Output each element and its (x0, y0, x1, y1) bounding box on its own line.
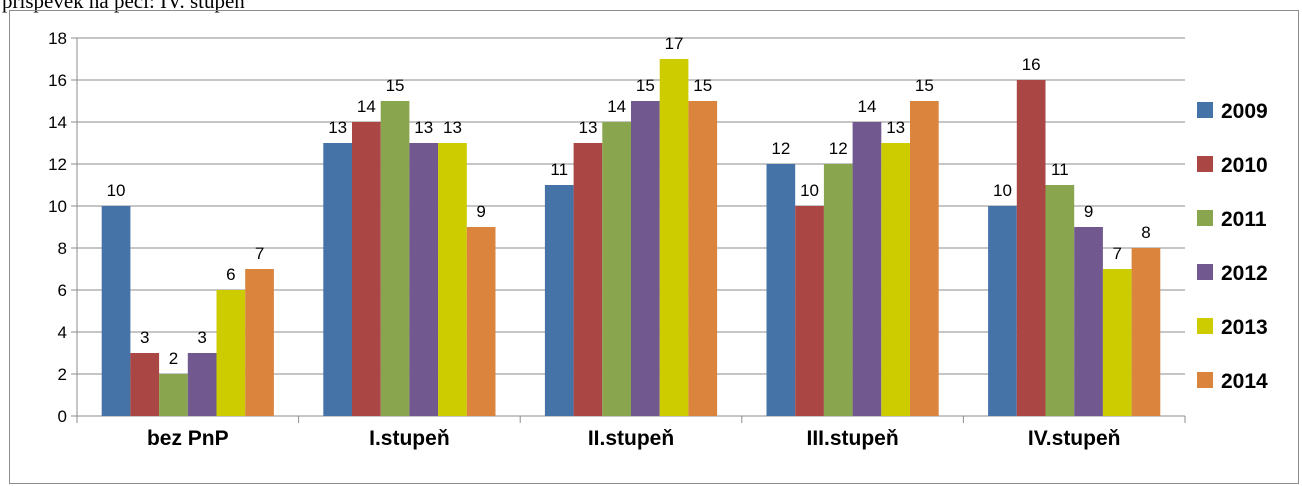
bar (323, 143, 352, 416)
caption-text: příspěvek na péči: IV. stupeň (2, 0, 245, 13)
legend-label: 2009 (1221, 100, 1268, 123)
data-label: 13 (578, 118, 597, 137)
data-label: 15 (636, 76, 655, 95)
bar (245, 269, 274, 416)
bar (1045, 185, 1075, 416)
bar (438, 143, 467, 416)
bar (544, 185, 574, 416)
data-label: 2 (169, 349, 178, 368)
x-category-label: IV.stupeň (1028, 427, 1121, 450)
bar (631, 101, 660, 416)
data-label: 12 (771, 139, 790, 158)
bar (101, 206, 131, 416)
data-label: 9 (1084, 202, 1093, 221)
bar (409, 143, 439, 416)
legend-swatch (1197, 264, 1213, 280)
data-label: 17 (665, 34, 684, 53)
data-label: 7 (1113, 244, 1122, 263)
data-label: 16 (1022, 55, 1041, 74)
legend-swatch (1197, 372, 1213, 388)
legend-swatch (1197, 210, 1213, 226)
data-label: 3 (197, 328, 206, 347)
legend: 2009 2010 2011 2012 2013 2014 (1197, 100, 1268, 393)
bar (380, 101, 410, 416)
data-label: 15 (386, 76, 405, 95)
data-label: 13 (328, 118, 347, 137)
data-label: 3 (140, 328, 149, 347)
data-label: 13 (886, 118, 905, 137)
bar (795, 206, 824, 416)
x-category-label: bez PnP (147, 427, 229, 450)
data-label: 8 (1141, 223, 1150, 242)
x-category-label: I.stupeň (369, 427, 450, 450)
data-label: 10 (107, 181, 126, 200)
bar (766, 164, 796, 416)
chart-frame (9, 10, 1299, 484)
bar (852, 122, 882, 416)
y-tick-label: 4 (58, 323, 67, 342)
data-label: 14 (857, 97, 876, 116)
data-label: 10 (993, 181, 1012, 200)
bar (130, 353, 160, 416)
y-tick-label: 2 (58, 365, 67, 384)
data-label: 14 (607, 97, 626, 116)
y-tick-label: 0 (58, 407, 67, 426)
y-tick-label: 12 (48, 155, 67, 174)
bar (216, 290, 246, 416)
data-label: 6 (226, 265, 235, 284)
bar (573, 143, 603, 416)
bar (659, 59, 689, 416)
legend-label: 2011 (1221, 208, 1267, 231)
legend-label: 2013 (1221, 316, 1268, 339)
x-category-label: III.stupeň (807, 427, 899, 450)
legend-swatch (1197, 318, 1213, 334)
data-label: 13 (414, 118, 433, 137)
legend-label: 2014 (1221, 370, 1268, 393)
bar (1074, 227, 1103, 416)
data-label: 11 (550, 160, 568, 179)
y-tick-label: 8 (58, 239, 67, 258)
y-tick-label: 14 (48, 113, 67, 132)
bar (988, 206, 1017, 416)
bar (187, 353, 217, 416)
legend-label: 2010 (1221, 154, 1268, 177)
data-label: 14 (357, 97, 376, 116)
data-label: 12 (829, 139, 848, 158)
legend-swatch (1197, 102, 1213, 118)
y-tick-label: 10 (48, 197, 67, 216)
bar (1131, 248, 1161, 416)
data-label: 15 (915, 76, 934, 95)
data-label: 7 (255, 244, 264, 263)
y-tick-label: 6 (58, 281, 67, 300)
x-category-label: II.stupeň (588, 427, 674, 450)
data-label: 13 (443, 118, 462, 137)
data-label: 11 (1051, 160, 1069, 179)
y-tick-label: 18 (48, 29, 67, 48)
bars (101, 59, 1161, 416)
data-label: 15 (693, 76, 712, 95)
y-tick-label: 16 (48, 71, 67, 90)
data-label: 9 (476, 202, 485, 221)
bar (881, 143, 910, 416)
bar (352, 122, 381, 416)
bar (823, 164, 853, 416)
bar (1102, 269, 1132, 416)
bar (910, 101, 939, 416)
bar (159, 374, 188, 416)
legend-label: 2012 (1221, 262, 1268, 285)
legend-swatch (1197, 156, 1213, 172)
bar (602, 122, 631, 416)
data-label: 10 (800, 181, 819, 200)
bar (466, 227, 496, 416)
bar (688, 101, 718, 416)
bar (1016, 80, 1046, 416)
